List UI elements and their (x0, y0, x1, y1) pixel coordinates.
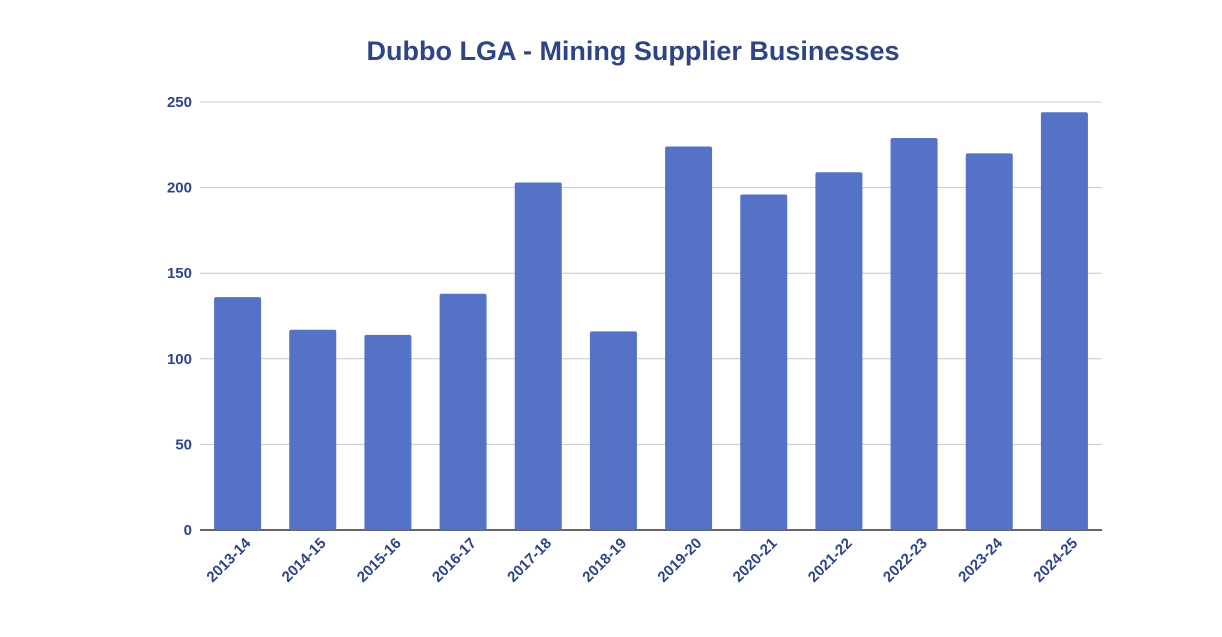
bar-2019-20 (665, 146, 713, 530)
y-tick-label: 150 (167, 265, 192, 282)
bar-2018-19 (589, 331, 637, 530)
x-tick-label: 2020-21 (730, 535, 781, 586)
bar-2013-14 (214, 297, 262, 530)
y-tick-label: 200 (167, 180, 192, 197)
x-tick-label: 2016-17 (429, 535, 480, 586)
gridlines (200, 101, 1102, 531)
bars (214, 112, 1088, 531)
x-tick-label: 2022-23 (880, 535, 931, 586)
bar-2022-23 (890, 137, 938, 530)
bar-2014-15 (289, 329, 337, 530)
bar-2015-16 (364, 334, 412, 530)
bar-2016-17 (439, 293, 487, 530)
x-axis-tick-labels: 2013-14 2014-15 2015-16 2016-17 2017-18 2018-… (203, 534, 1081, 585)
x-tick-label: 2015-16 (354, 535, 405, 586)
chart-title: Dubbo LGA - Mining Supplier Businesses (366, 36, 900, 66)
y-axis-tick-labels: 0 50 100 150 200 250 (167, 94, 192, 539)
x-tick-label: 2014-15 (279, 535, 330, 586)
y-tick-label: 250 (167, 94, 192, 111)
x-tick-label: 2021-22 (805, 535, 856, 586)
bar-2020-21 (740, 194, 788, 530)
y-tick-label: 100 (167, 351, 192, 368)
x-tick-label: 2023-24 (955, 534, 1006, 585)
x-tick-label: 2018-19 (579, 535, 630, 586)
x-tick-label: 2019-20 (654, 535, 705, 586)
y-tick-label: 0 (184, 522, 192, 539)
bar-2021-22 (815, 172, 863, 530)
x-tick-label: 2013-14 (203, 534, 254, 585)
bar-2017-18 (514, 182, 562, 531)
bar-2023-24 (965, 153, 1013, 531)
x-tick-label: 2024-25 (1030, 535, 1081, 586)
x-tick-label: 2017-18 (504, 535, 555, 586)
bar-2024-25 (1040, 112, 1088, 530)
y-tick-label: 50 (175, 436, 192, 453)
